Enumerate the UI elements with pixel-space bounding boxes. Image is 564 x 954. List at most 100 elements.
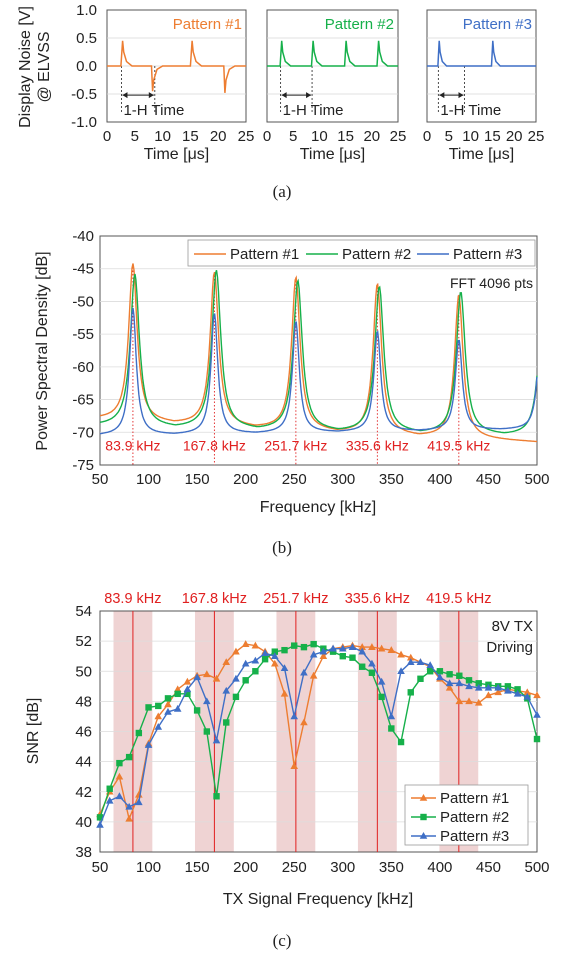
chart-b-gridlines: [100, 268, 537, 433]
chart-c-point: [436, 668, 444, 675]
chart-c-x-tick-label: 300: [330, 859, 355, 876]
chart-a-1h-label: 1-H Time: [123, 102, 184, 119]
chart-b-xlabel: Frequency [kHz]: [260, 499, 376, 516]
chart-a-1h-arrowhead: [306, 92, 312, 99]
chart-a-x-tick-label: 20: [363, 128, 380, 145]
chart-c-point: [417, 675, 424, 682]
chart-c-point: [290, 762, 299, 769]
chart-c-y-tick-label: 50: [75, 663, 92, 680]
chart-c-point: [271, 652, 279, 659]
chart-c-point: [281, 646, 288, 654]
chart-b-peak-label: 83.9 kHz: [105, 438, 160, 454]
chart-c-point: [290, 712, 299, 720]
chart-c-point: [368, 669, 376, 676]
chart-b-peak-lines: [132, 263, 460, 465]
chart-c-point: [183, 685, 192, 693]
chart-b-y-tick-label: -75: [72, 457, 94, 474]
chart-c-point: [203, 697, 211, 705]
chart-c-band-label: 251.7 kHz: [263, 591, 328, 607]
chart-c-point: [436, 673, 444, 681]
chart-c-point: [135, 729, 143, 737]
chart-a-x-tick-label: 0: [423, 128, 431, 145]
chart-b-x-tick-label: 350: [379, 471, 404, 488]
chart-c-point: [164, 695, 172, 702]
chart-a-x-tick-label: 25: [238, 128, 255, 145]
chart-b-legend-label-3: Pattern #3: [453, 246, 522, 263]
chart-b-legend: Pattern #1 Pattern #2 Pattern #3: [187, 239, 536, 267]
chart-c-point: [280, 664, 289, 672]
chart-c-point: [144, 741, 153, 748]
chart-a-1h-arrowhead: [458, 92, 464, 99]
chart-b-legend-box: [187, 239, 536, 267]
chart-c-point: [212, 674, 221, 682]
chart-a-xlabel: Time [μs]: [144, 146, 210, 163]
chart-c-point: [484, 691, 493, 699]
chart-a-1h-arrowhead: [148, 92, 154, 99]
chart-c-point: [348, 643, 357, 650]
chart-c-point: [232, 674, 240, 682]
chart-c-x-tick-label: 200: [233, 859, 258, 876]
chart-c-point: [154, 712, 163, 720]
chart-c-point: [368, 643, 376, 650]
chart-b-y-tick-label: -45: [72, 261, 94, 278]
chart-c-y-tick-label: 48: [75, 693, 92, 710]
chart-c-x-tick-label: 100: [136, 859, 161, 876]
chart-c-legend-label-1: Pattern #1: [440, 790, 509, 807]
chart-b-caption: (b): [272, 538, 292, 557]
chart-c-x-tick-label: 150: [185, 859, 210, 876]
chart-a-ylabel: Display Noise [V]: [17, 6, 34, 128]
chart-c-series: [96, 640, 541, 828]
chart-c-point: [504, 686, 512, 694]
chart-a-1h-label: 1-H Time: [283, 102, 344, 119]
chart-c-point: [465, 697, 473, 705]
chart-c-point: [291, 642, 298, 649]
chart-b-x-tick-label: 500: [524, 471, 549, 488]
chart-a-x-tick-label: 0: [103, 128, 111, 145]
chart-a-y-tick-label: -1.0: [71, 114, 97, 131]
chart-a-panel-3: 1-H Time Pattern #3 0 5 10 15 20 25 Time [μs]: [423, 9, 544, 163]
chart-c-point: [387, 646, 396, 653]
chart-b-note: FFT 4096 pts: [450, 275, 533, 291]
chart-b-x-tick-label: 200: [233, 471, 258, 488]
chart-c-point: [445, 683, 454, 691]
chart-a-x-tick-label: 20: [210, 128, 227, 145]
chart-c-point: [203, 670, 211, 678]
chart-c-point: [261, 656, 269, 663]
chart-a-y-tick-label: 0.5: [76, 30, 97, 47]
chart-c-point: [514, 686, 521, 693]
chart-c-point: [309, 671, 318, 679]
chart-c-point: [465, 677, 473, 684]
chart-c-point: [174, 690, 181, 698]
chart-c-point: [96, 814, 104, 821]
chart-c-point: [213, 793, 220, 800]
chart-c-point: [193, 707, 201, 714]
chart-c-ylabel: SNR [dB]: [25, 698, 42, 765]
chart-a-1h-label: 1-H Time: [440, 102, 501, 119]
chart-a-x-tick-label: 5: [131, 128, 139, 145]
chart-c-point: [445, 679, 454, 687]
chart-c-point: [378, 693, 385, 701]
chart-c-x-tick-label: 350: [379, 859, 404, 876]
chart-c-point: [125, 753, 133, 761]
chart-b-legend-label-1: Pattern #1: [230, 246, 299, 263]
chart-a-x-tick-label: 15: [182, 128, 199, 145]
chart-a-series-line: [107, 40, 246, 93]
chart-c-legend-label-2: Pattern #2: [440, 809, 509, 826]
chart-c-point: [309, 650, 318, 658]
chart-c-point: [407, 689, 414, 696]
chart-b-frame: [99, 235, 538, 466]
chart-b-y-tick-label: -40: [72, 228, 94, 245]
chart-a-panel-2: 1-H Time Pattern #2 0 5 10 15 20 25 Time [μs]: [263, 9, 406, 163]
chart-c-point: [105, 796, 114, 804]
chart-c-point: [125, 802, 133, 810]
chart-a-ylabel-2: @ ELVSS: [36, 31, 53, 102]
chart-c-point: [455, 697, 464, 705]
chart-c-point: [523, 692, 532, 700]
chart-c-point: [494, 688, 502, 696]
chart-a-panel-title: Pattern #2: [325, 16, 394, 33]
chart-c-point: [329, 644, 337, 652]
